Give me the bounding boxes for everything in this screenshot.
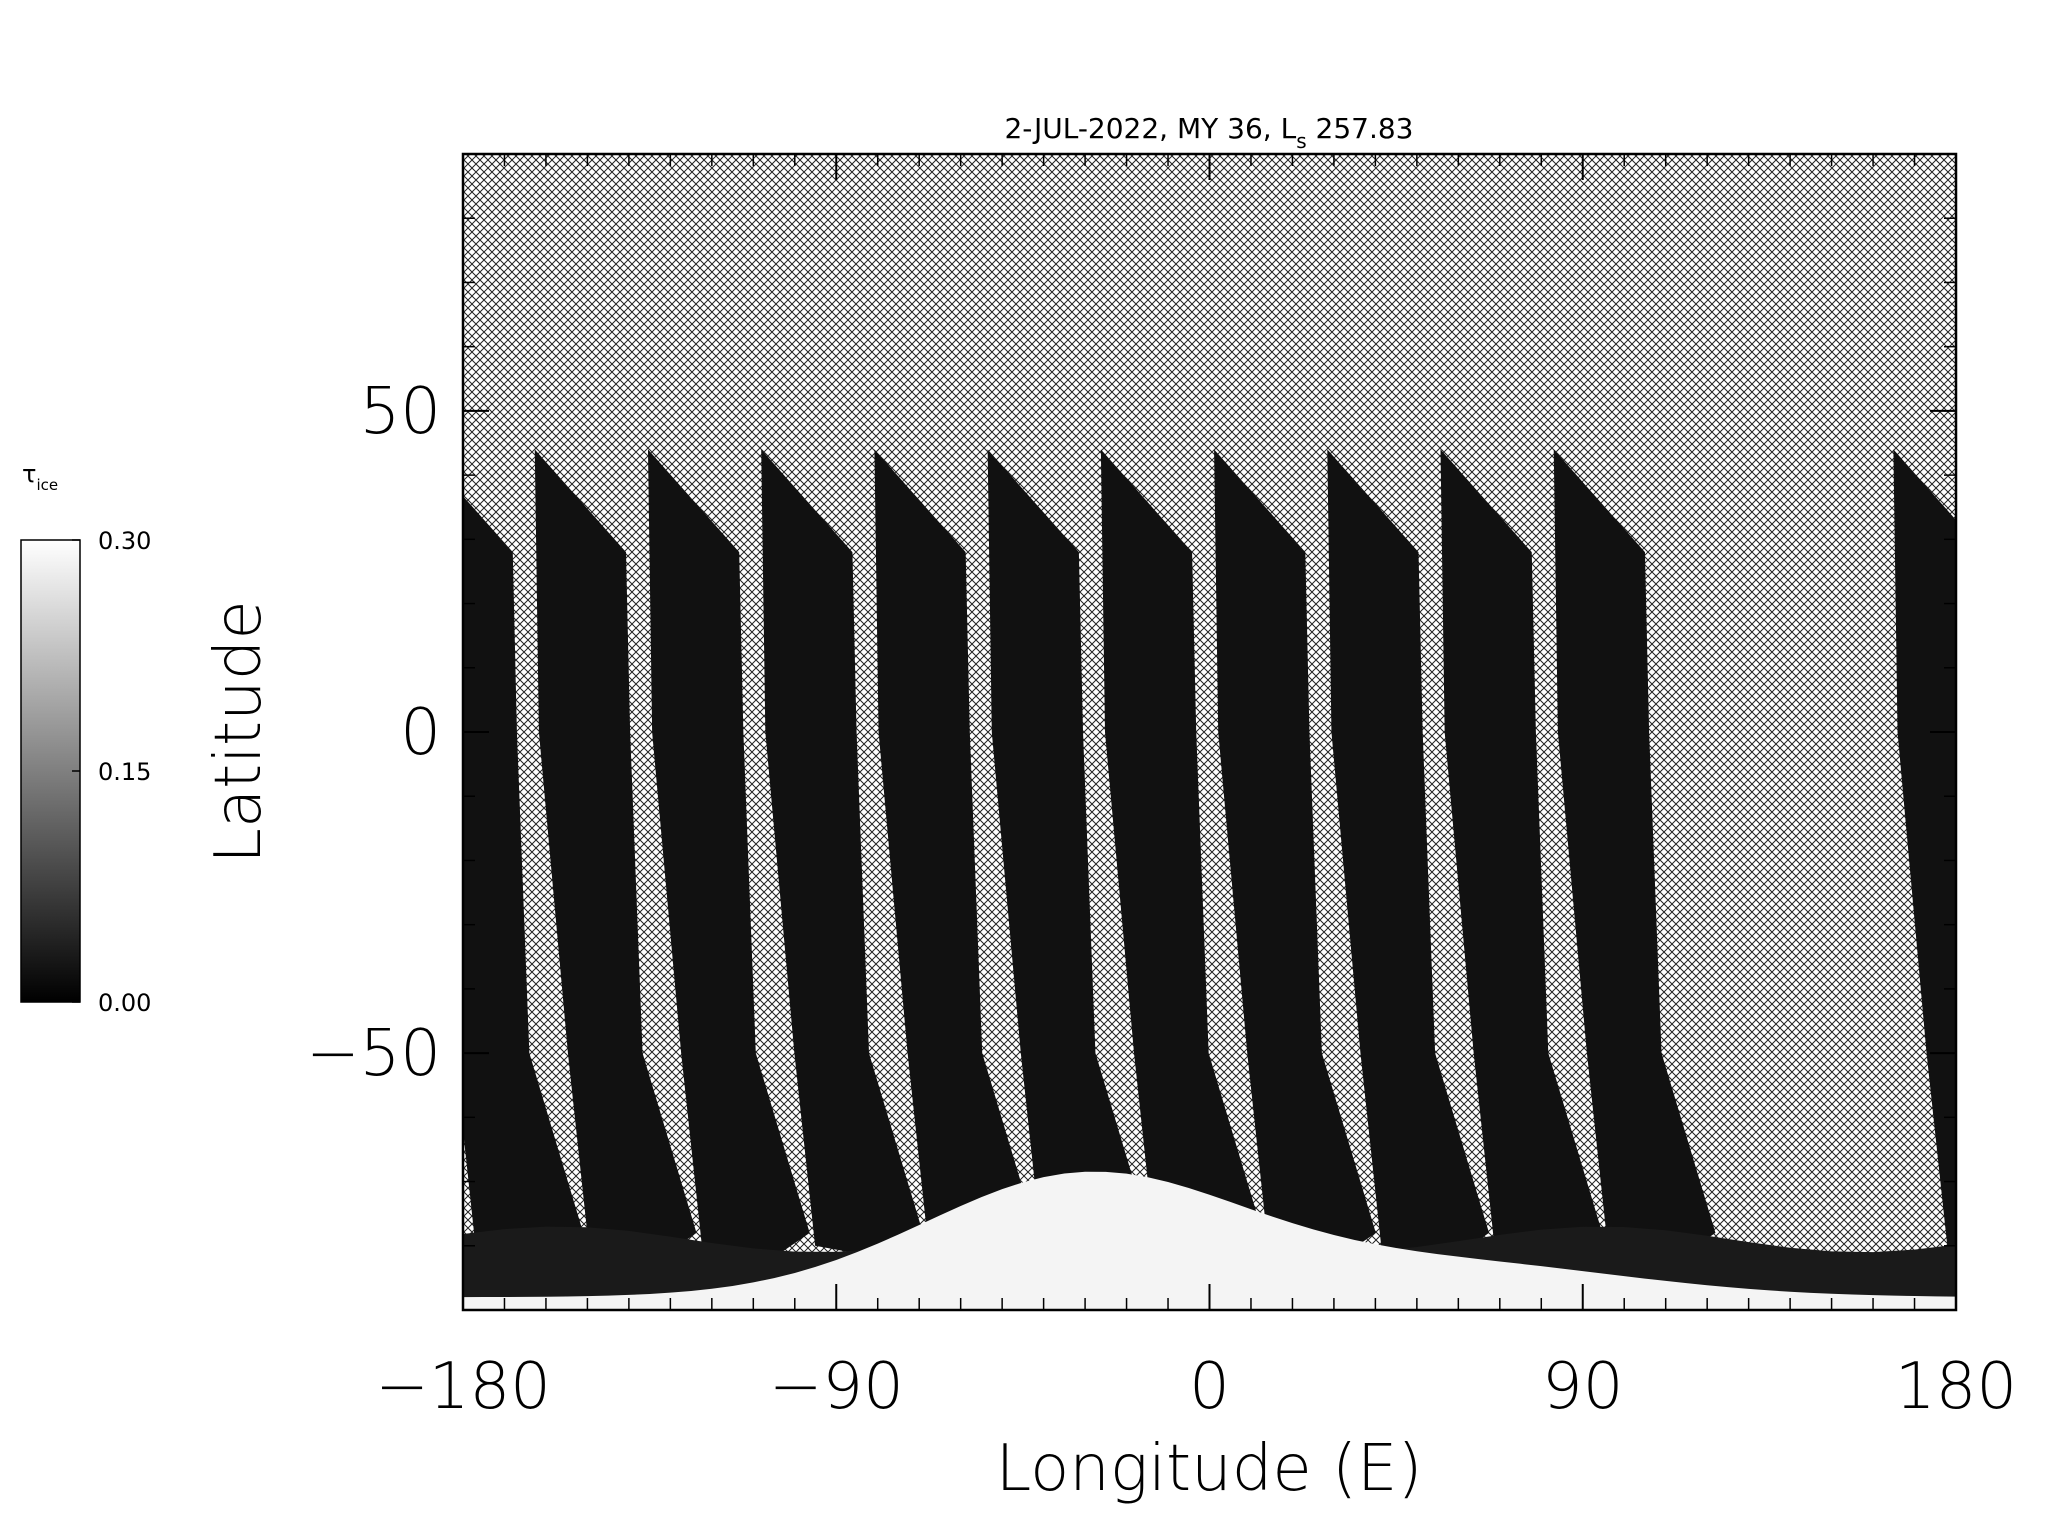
colorbar-tick-label: 0.15	[98, 758, 151, 786]
swath	[534, 449, 697, 1259]
polar-cap	[463, 1171, 1956, 1310]
y-tick-label: 50	[360, 375, 441, 449]
swath	[647, 449, 810, 1259]
x-tick-label: 180	[1895, 1350, 2017, 1424]
colorbar-label: τice	[22, 460, 58, 494]
chart-title: 2-JUL-2022, MY 36, Ls 257.83	[1004, 112, 1413, 153]
swath	[874, 449, 1037, 1259]
y-tick-label: 0	[400, 696, 441, 770]
x-axis-label: Longitude (E)	[996, 1432, 1423, 1506]
x-tick-label: 90	[1542, 1350, 1623, 1424]
colorbar-tick-label: 0.30	[98, 527, 151, 555]
swath	[1214, 449, 1376, 1259]
axes: −180 −90 0 90 180 −50 0 50 0.00 0.15 0.30	[72, 153, 2017, 1424]
colorbar-tick-label: 0.00	[98, 989, 151, 1017]
swath	[1440, 449, 1603, 1259]
swath	[1893, 449, 1956, 1248]
y-tick-label: −50	[306, 1017, 441, 1091]
swath	[1327, 449, 1490, 1259]
swath	[1553, 449, 1716, 1259]
swath	[761, 449, 923, 1259]
y-axis-label: Latitude	[202, 600, 276, 863]
x-tick-label: −180	[375, 1350, 551, 1424]
colorbar	[20, 539, 81, 1003]
x-tick-label: −90	[769, 1350, 904, 1424]
swath	[1100, 449, 1263, 1259]
swath	[463, 496, 584, 1259]
x-tick-label: 0	[1189, 1350, 1230, 1424]
swath	[987, 449, 1150, 1259]
swaths	[463, 449, 1956, 1310]
